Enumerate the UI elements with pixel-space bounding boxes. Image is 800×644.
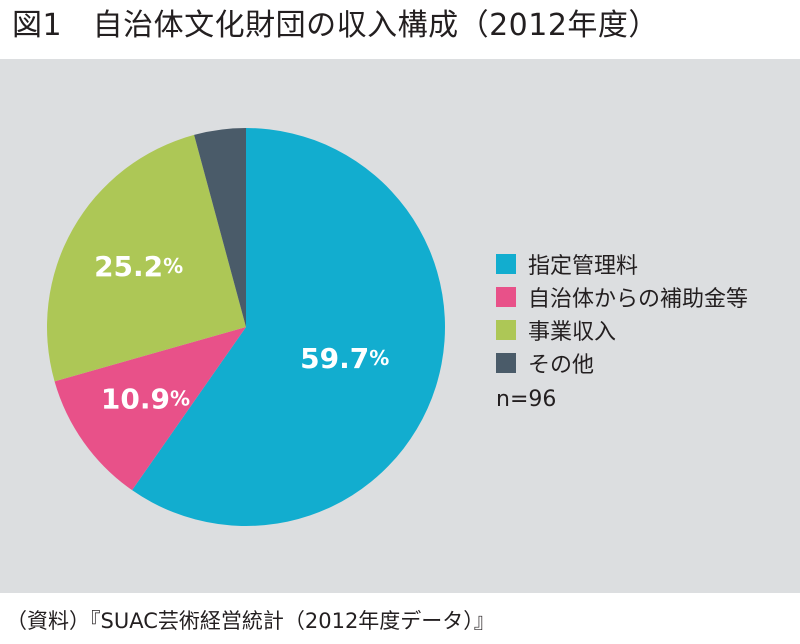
sample-size-note: n=96 xyxy=(496,387,557,412)
legend-item-3: 事業収入 xyxy=(496,313,748,346)
legend-item-1: 指定管理料 xyxy=(496,247,748,280)
legend-label: 指定管理料 xyxy=(528,253,639,279)
legend-items: 指定管理料自治体からの補助金等 事業収入その他 xyxy=(496,247,748,379)
source-note: （資料）『SUAC芸術経営統計（2012年度データ）』 xyxy=(6,609,495,633)
pie-slice-2 xyxy=(54,327,247,491)
pie-slice-1 xyxy=(132,128,446,526)
legend-swatch xyxy=(496,352,516,373)
chart-panel: 59.7% 10.9% 25.2% 指定管理料自治体からの補助金等 事業収入その他 n… xyxy=(0,59,800,593)
chart-title: 図1 自治体文化財団の収入構成（2012年度） xyxy=(12,8,659,43)
pie-slice-4 xyxy=(194,128,246,327)
pie-slice-3 xyxy=(46,134,246,382)
slice-label-2: 10.9% xyxy=(101,382,190,415)
legend-label: その他 xyxy=(528,352,595,378)
legend: 指定管理料自治体からの補助金等 事業収入その他 n=96 xyxy=(496,247,748,415)
slice-label-1: 59.7% xyxy=(300,342,389,375)
legend-swatch xyxy=(496,319,516,340)
slice-label-3: 25.2% xyxy=(94,250,183,283)
legend-swatch xyxy=(496,286,516,307)
legend-label: 自治体からの補助金等 xyxy=(528,286,749,312)
pie-chart: 59.7% 10.9% 25.2% xyxy=(46,128,446,526)
legend-label: 事業収入 xyxy=(528,319,617,345)
legend-item-2: 自治体からの補助金等 xyxy=(496,280,748,313)
legend-swatch xyxy=(496,253,516,274)
legend-item-4: その他 xyxy=(496,346,748,379)
